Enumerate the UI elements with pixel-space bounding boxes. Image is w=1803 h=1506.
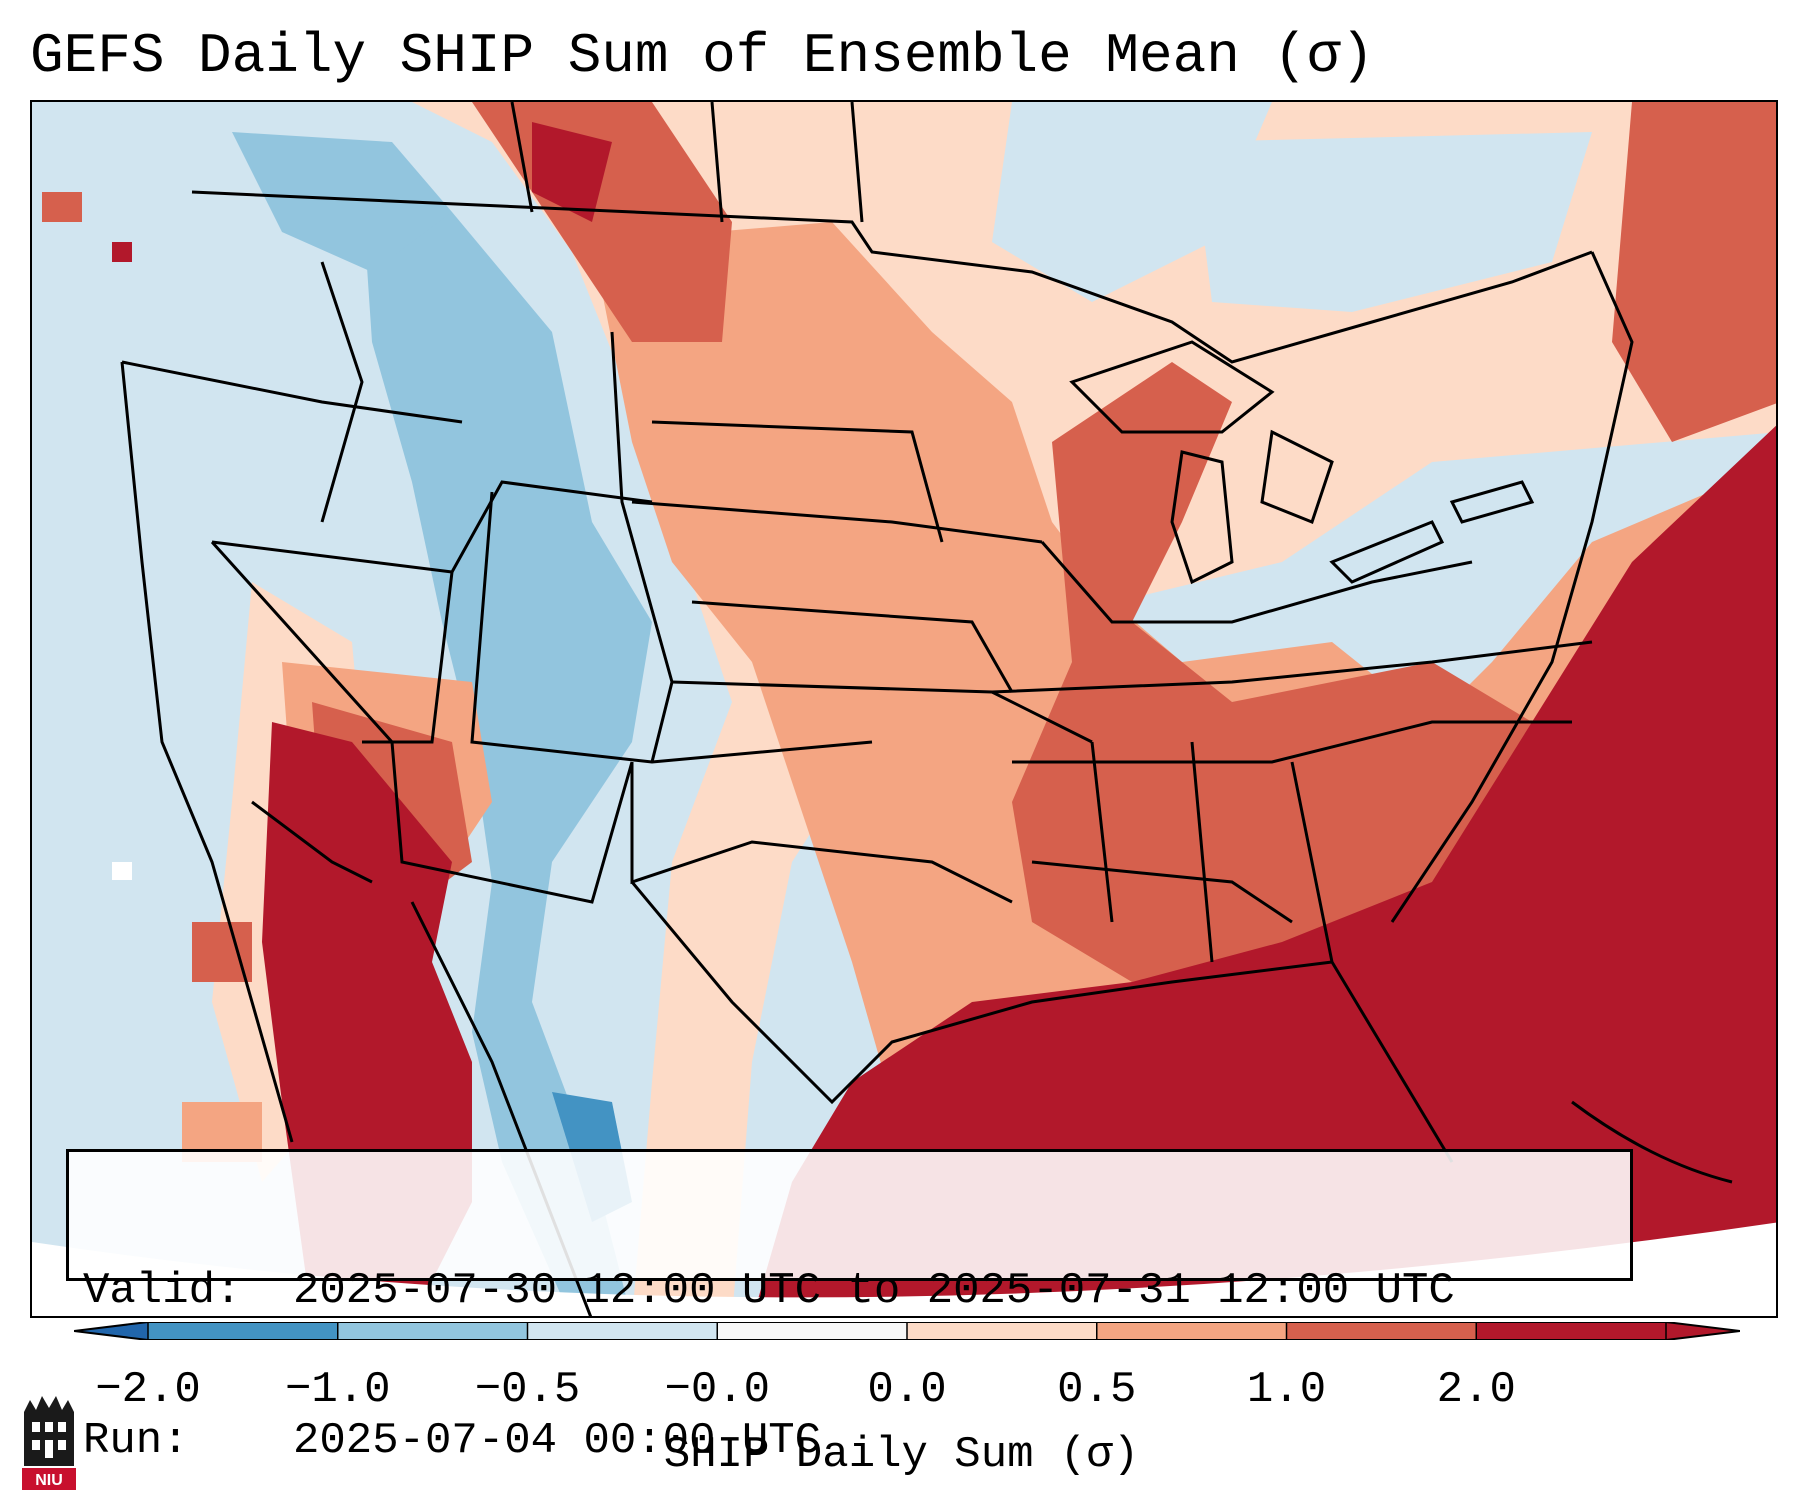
colorbar-segment bbox=[527, 1322, 718, 1340]
map-panel bbox=[30, 100, 1778, 1318]
colorbar-tick-label: −1.0 bbox=[284, 1365, 391, 1415]
lake-ontario bbox=[1449, 480, 1535, 524]
lake-michigan bbox=[1170, 450, 1234, 585]
political-boundaries bbox=[120, 102, 1733, 1316]
validity-info-box: Valid: 2025-07-30 12:00 UTC to 2025-07-3… bbox=[66, 1149, 1633, 1466]
no-data-pixel bbox=[112, 862, 132, 880]
rockies-blue-band bbox=[362, 192, 652, 1316]
colorbar-tick-label: −0.0 bbox=[664, 1365, 771, 1415]
state-boundary bbox=[470, 491, 873, 764]
offshore-patch bbox=[112, 242, 132, 262]
colorbar-segment bbox=[1096, 1322, 1287, 1340]
lake-erie bbox=[1329, 520, 1445, 584]
great-lakes bbox=[1069, 340, 1535, 585]
us-mexico-border bbox=[251, 800, 373, 884]
northeast-red-zone bbox=[1612, 102, 1776, 442]
state-boundary bbox=[1040, 541, 1473, 624]
map-title: GEFS Daily SHIP Sum of Ensemble Mean (σ) bbox=[30, 24, 1375, 88]
colorbar-segment bbox=[717, 1322, 908, 1340]
state-boundary bbox=[1031, 860, 1293, 924]
state-boundary bbox=[610, 331, 674, 763]
state-boundary bbox=[1012, 720, 1572, 764]
colorbar-tick-label: −2.0 bbox=[95, 1365, 201, 1415]
provincial-boundary bbox=[710, 102, 724, 223]
state-boundary bbox=[320, 261, 364, 523]
colorbar-tick-label: 2.0 bbox=[1436, 1365, 1516, 1415]
ontario-light-blue-zone bbox=[1192, 132, 1592, 312]
colorbar-segment bbox=[907, 1322, 1098, 1340]
gulf-atlantic-deep-red-zone bbox=[753, 425, 1776, 1316]
state-boundary bbox=[362, 571, 454, 744]
atlantic-coast bbox=[1390, 251, 1634, 923]
niu-logo-icon: NIU bbox=[22, 1396, 76, 1490]
state-boundary bbox=[1190, 741, 1214, 963]
state-boundary bbox=[651, 420, 944, 543]
colorbar bbox=[74, 1322, 1740, 1340]
cuba-outline bbox=[1571, 1100, 1733, 1184]
state-boundary bbox=[691, 600, 1014, 693]
colorbar-extend-low bbox=[74, 1322, 148, 1340]
colorbar-tick-label: 1.0 bbox=[1246, 1365, 1327, 1415]
lake-huron bbox=[1260, 429, 1334, 524]
colorbar-segment bbox=[1286, 1322, 1477, 1340]
state-boundary bbox=[211, 480, 653, 574]
ship-map bbox=[32, 102, 1776, 1316]
state-boundary bbox=[630, 762, 1013, 904]
valid-value: 2025-07-30 12:00 UTC to 2025-07-31 12:00… bbox=[293, 1266, 1455, 1316]
colorbar-extend-high bbox=[1666, 1322, 1740, 1340]
offshore-patch bbox=[42, 192, 82, 222]
run-value: 2025-07-04 00:00 UTC bbox=[293, 1416, 822, 1466]
state-boundary bbox=[210, 540, 634, 904]
colorbar-label: SHIP Daily Sum (σ) bbox=[663, 1430, 1140, 1480]
colorbar-segment bbox=[337, 1322, 528, 1340]
colorbar-tick-label: 0.0 bbox=[867, 1365, 947, 1415]
valid-label: Valid: bbox=[83, 1266, 242, 1316]
colorbar-tick-label: −0.5 bbox=[474, 1365, 581, 1415]
montana-deep-red-patch bbox=[532, 122, 612, 222]
us-canada-border bbox=[191, 190, 1593, 364]
state-boundary bbox=[121, 360, 463, 424]
colorbar-ticks: −2.0 −1.0 −0.5 −0.0 0.0 0.5 1.0 2.0 bbox=[0, 1365, 1803, 1415]
pacific-coast bbox=[120, 361, 294, 1143]
run-label: Run: bbox=[83, 1416, 189, 1466]
gulf-coast bbox=[630, 881, 1333, 1105]
northwest-blue-patch bbox=[232, 132, 452, 272]
state-boundary bbox=[1090, 741, 1114, 923]
provincial-boundary bbox=[510, 102, 534, 213]
valid-row: Valid: 2025-07-30 12:00 UTC to 2025-07-3… bbox=[83, 1266, 1630, 1316]
colorbar-tick-label: 0.5 bbox=[1057, 1365, 1137, 1415]
svg-text:NIU: NIU bbox=[35, 1472, 63, 1489]
state-boundary bbox=[991, 640, 1593, 694]
midwest-southeast-red-zone bbox=[1012, 362, 1592, 982]
colorbar-segment bbox=[1476, 1322, 1667, 1340]
provincial-boundary bbox=[850, 102, 864, 223]
state-boundary bbox=[631, 500, 1043, 544]
lake-superior bbox=[1069, 340, 1275, 434]
no-data-edge bbox=[32, 1222, 1776, 1316]
run-row: Run: 2025-07-04 00:00 UTC bbox=[83, 1416, 1630, 1466]
colorbar-segment bbox=[148, 1322, 339, 1340]
